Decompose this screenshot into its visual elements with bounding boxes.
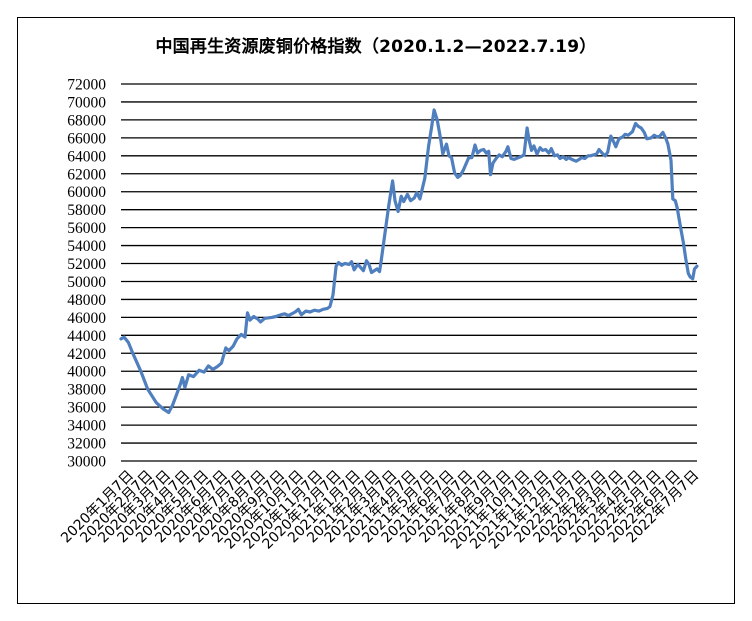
copper-price-index-line xyxy=(119,108,699,415)
y-tick-label: 58000 xyxy=(67,202,106,219)
y-tick-label: 62000 xyxy=(67,166,106,183)
y-tick-label: 44000 xyxy=(67,328,106,345)
chart-frame xyxy=(17,17,735,604)
y-tick-label: 34000 xyxy=(67,418,106,435)
y-tick-label: 72000 xyxy=(67,77,106,94)
y-tick-label: 66000 xyxy=(67,130,106,147)
y-tick-label: 30000 xyxy=(67,454,106,471)
chart-title: 中国再生资源废铜价格指数（2020.1.2—2022.7.19） xyxy=(155,37,597,57)
y-tick-label: 60000 xyxy=(67,184,106,201)
x-axis-ticks: 2020年1月7日2020年2月7日2020年3月7日2020年4月7日2020… xyxy=(58,468,702,553)
y-tick-label: 64000 xyxy=(67,148,106,165)
gridlines xyxy=(121,83,697,462)
y-tick-label: 42000 xyxy=(67,346,106,363)
y-tick-label: 54000 xyxy=(67,238,106,255)
y-tick-label: 50000 xyxy=(67,274,106,291)
y-tick-label: 46000 xyxy=(67,310,106,327)
y-tick-label: 38000 xyxy=(67,382,106,399)
y-tick-label: 68000 xyxy=(67,112,106,129)
y-axis-ticks: 3000032000340003600038000400004200044000… xyxy=(67,77,106,471)
y-tick-label: 40000 xyxy=(67,364,106,381)
y-tick-label: 52000 xyxy=(67,256,106,273)
y-tick-label: 70000 xyxy=(67,94,106,111)
y-tick-label: 56000 xyxy=(67,220,106,237)
y-tick-label: 36000 xyxy=(67,400,106,417)
y-tick-label: 32000 xyxy=(67,436,106,453)
y-tick-label: 48000 xyxy=(67,292,106,309)
